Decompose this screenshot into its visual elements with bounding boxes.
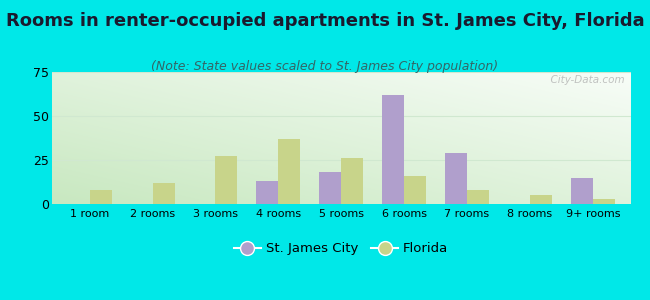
Bar: [278, 139, 300, 204]
Legend: St. James City, Florida: St. James City, Florida: [229, 237, 454, 261]
Bar: [404, 176, 426, 204]
Bar: [216, 157, 237, 204]
Bar: [153, 183, 175, 204]
Bar: [467, 190, 489, 204]
Text: (Note: State values scaled to St. James City population): (Note: State values scaled to St. James …: [151, 60, 499, 73]
Bar: [571, 178, 593, 204]
Bar: [593, 199, 615, 204]
Bar: [319, 172, 341, 204]
Text: Rooms in renter-occupied apartments in St. James City, Florida: Rooms in renter-occupied apartments in S…: [6, 12, 644, 30]
Text: City-Data.com: City-Data.com: [544, 75, 625, 85]
Bar: [530, 195, 552, 204]
Bar: [382, 95, 404, 204]
Bar: [90, 190, 112, 204]
Bar: [256, 181, 278, 204]
Bar: [445, 153, 467, 204]
Bar: [341, 158, 363, 204]
